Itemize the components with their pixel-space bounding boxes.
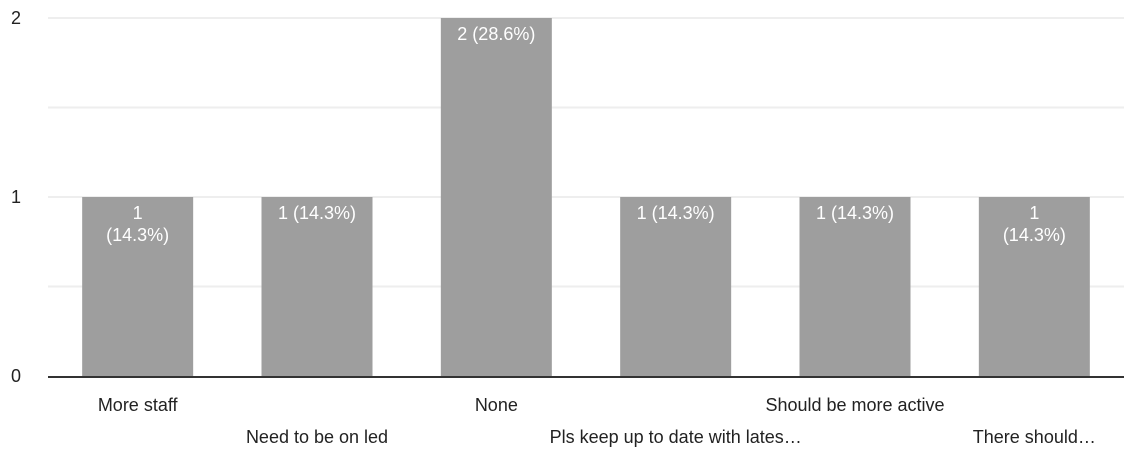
bar[interactable] — [82, 197, 193, 376]
x-category-label: There should… — [973, 427, 1096, 447]
gridlines — [48, 18, 1124, 287]
y-tick-label: 1 — [11, 187, 21, 207]
x-category-label: More staff — [98, 395, 179, 415]
bar[interactable] — [262, 197, 373, 376]
x-category-label: None — [475, 395, 518, 415]
y-tick-label: 0 — [11, 366, 21, 386]
data-label: 1 (14.3%) — [816, 203, 894, 223]
data-label: 1 — [1029, 203, 1039, 223]
data-label: (14.3%) — [106, 225, 169, 245]
data-label: 1 — [133, 203, 143, 223]
y-tick-label: 2 — [11, 8, 21, 28]
data-label: 1 (14.3%) — [278, 203, 356, 223]
x-category-label: Need to be on led — [246, 427, 388, 447]
bar[interactable] — [800, 197, 911, 376]
x-category-label: Pls keep up to date with lates… — [550, 427, 802, 447]
data-label: 2 (28.6%) — [457, 24, 535, 44]
bar[interactable] — [441, 18, 552, 376]
bar[interactable] — [979, 197, 1090, 376]
bar[interactable] — [620, 197, 731, 376]
x-category-label: Should be more active — [765, 395, 944, 415]
data-label: (14.3%) — [1003, 225, 1066, 245]
data-label: 1 (14.3%) — [637, 203, 715, 223]
